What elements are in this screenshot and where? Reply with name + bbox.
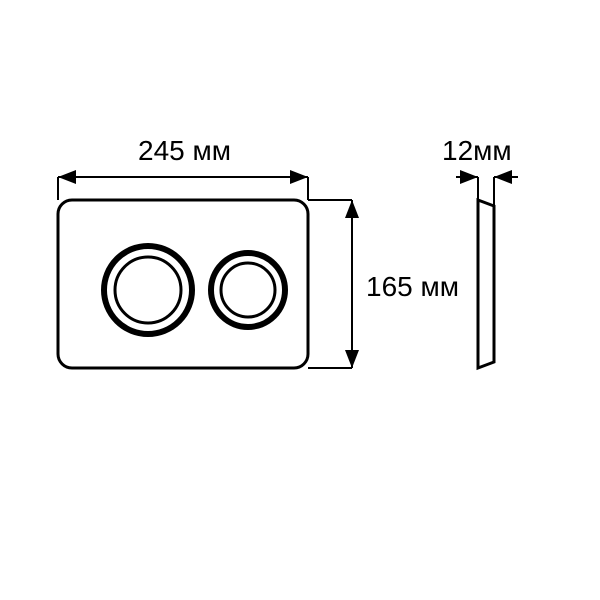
dim-height-text: 165 мм — [366, 271, 459, 302]
side-view — [478, 200, 494, 368]
dim-depth-text: 12мм — [442, 135, 512, 166]
dim-width-text: 245 мм — [138, 135, 231, 166]
front-view — [58, 200, 308, 368]
